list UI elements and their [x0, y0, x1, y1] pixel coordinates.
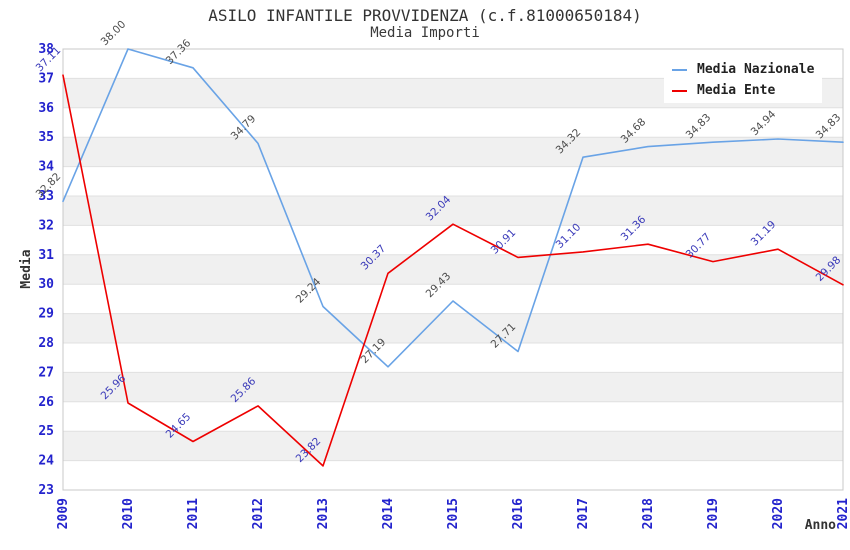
- x-tick-label: 2013: [316, 498, 331, 529]
- y-tick-label: 35: [38, 130, 54, 145]
- x-tick-label: 2016: [511, 498, 526, 529]
- y-tick-label: 23: [38, 483, 54, 498]
- legend-item-media-ente: Media Ente: [672, 83, 814, 98]
- legend: Media Nazionale Media Ente: [664, 57, 823, 103]
- x-tick-label: 2017: [576, 498, 591, 529]
- y-tick-label: 30: [38, 277, 54, 292]
- plot-band: [63, 196, 843, 226]
- y-tick-label: 34: [38, 160, 54, 175]
- x-axis-title: Anno: [805, 518, 836, 533]
- plot-band: [63, 372, 843, 402]
- y-tick-label: 26: [38, 395, 54, 410]
- legend-item-media-nazionale: Media Nazionale: [672, 62, 814, 77]
- x-tick-label: 2012: [251, 498, 266, 529]
- data-point-label: 30.91: [489, 227, 519, 257]
- plot-band: [63, 313, 843, 343]
- y-tick-label: 31: [38, 248, 54, 263]
- plot-band: [63, 431, 843, 461]
- x-tick-label: 2020: [771, 498, 786, 529]
- series-line-media-nazionale: [62, 48, 844, 368]
- x-tick-label: 2014: [381, 498, 396, 529]
- legend-label-media-ente: Media Ente: [697, 83, 776, 98]
- y-tick-label: 28: [38, 336, 54, 351]
- series-line-media-ente: [62, 74, 844, 467]
- plot-border: [62, 48, 844, 491]
- chart-title: ASILO INFANTILE PROVVIDENZA (c.f.8100065…: [208, 6, 642, 25]
- data-point-label: 37.36: [164, 37, 194, 67]
- y-tick-label: 29: [38, 307, 54, 322]
- y-axis-title: Media: [19, 249, 34, 288]
- plot-band: [63, 254, 843, 285]
- legend-label-media-nazionale: Media Nazionale: [697, 62, 815, 77]
- y-tick-label: 37: [38, 71, 54, 86]
- y-tick-label: 27: [38, 365, 54, 380]
- x-tick-label: 2021: [836, 498, 850, 529]
- x-tick-label: 2015: [446, 498, 461, 529]
- y-tick-label: 24: [38, 454, 54, 469]
- y-tick-label: 32: [38, 218, 54, 233]
- y-tick-label: 36: [38, 101, 54, 116]
- x-tick-label: 2019: [706, 498, 721, 529]
- x-tick-label: 2010: [121, 498, 136, 529]
- legend-line-swatch-blue: [672, 68, 687, 71]
- x-tick-label: 2018: [641, 498, 656, 529]
- y-tick-label: 33: [38, 189, 54, 204]
- data-point-label: 34.94: [749, 108, 779, 138]
- data-point-label: 38.00: [99, 18, 129, 48]
- y-tick-label: 25: [38, 424, 54, 439]
- legend-line-swatch-red: [672, 89, 687, 92]
- x-tick-label: 2011: [186, 498, 201, 529]
- y-tick-label: 38: [38, 42, 54, 57]
- chart-subtitle: Media Importi: [370, 25, 480, 41]
- x-tick-label: 2009: [56, 498, 71, 529]
